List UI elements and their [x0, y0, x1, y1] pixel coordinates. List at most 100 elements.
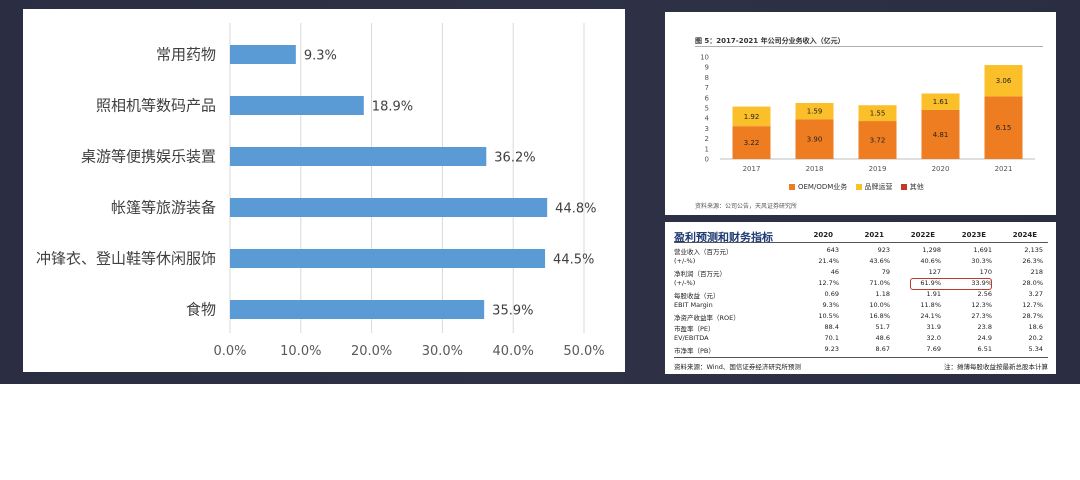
table-cell: 30.3%: [971, 257, 992, 265]
bar: [230, 147, 487, 166]
bar-segment: [795, 119, 834, 159]
figure-title: 图 5：2017-2021 年公司分业务收入（亿元）: [695, 37, 845, 45]
y-tick-label: 5: [705, 105, 709, 113]
legend-swatch-other: [900, 184, 907, 190]
bar-segment: [921, 93, 960, 110]
table-cell: 11.8%: [920, 301, 941, 309]
category-label: 帐篷等旅游装备: [111, 199, 216, 217]
legend-label-brand: 品牌运营: [864, 183, 893, 191]
table-cell: 18.6: [1028, 323, 1043, 331]
table-row: (+/-%) 21.4% 43.6% 40.6% 30.3% 26.3%: [665, 257, 1056, 266]
bar-segment: [732, 126, 771, 159]
bar-segment: [858, 121, 897, 159]
table-cell: 32.0: [926, 334, 941, 342]
row-label: (+/-%): [674, 257, 696, 265]
table-cell: 170: [979, 268, 992, 276]
table-cell: 0.69: [824, 290, 839, 298]
legend-swatch-brand: [855, 184, 862, 190]
table-cell: 48.6: [875, 334, 890, 342]
y-tick-label: 0: [705, 156, 709, 164]
chart-legend: OEM/ODM业务 品牌运营 其他: [783, 182, 924, 192]
y-tick-label: 4: [705, 115, 710, 123]
table-cell: 9.23: [824, 345, 839, 353]
table-cell: 24.9: [977, 334, 992, 342]
value-label: 44.5%: [553, 253, 594, 268]
value-label: 35.9%: [492, 304, 533, 319]
table-row: 市净率（PB） 9.23 8.67 7.69 6.51 5.34: [665, 345, 1056, 355]
table-cell: 3.27: [1028, 290, 1043, 298]
y-tick-label: 9: [705, 64, 709, 72]
category-label: 冲锋衣、登山鞋等休闲服饰: [36, 250, 216, 268]
bar-segment: [732, 106, 771, 127]
table-cell: 8.67: [875, 345, 890, 353]
x-tick-label: 0.0%: [213, 344, 246, 359]
table-cell: 88.4: [824, 323, 839, 331]
y-tick-label: 10: [700, 54, 709, 62]
table-cell: 40.6%: [920, 257, 941, 265]
legend-label-other: 其他: [909, 183, 924, 191]
segment-value-label: 4.81: [933, 131, 949, 139]
bar-segment: [984, 96, 1023, 159]
table-top-rule: [674, 242, 1048, 243]
table-cell: 12.7%: [1022, 301, 1043, 309]
table-cell: 61.9%: [920, 279, 941, 287]
table-cell: 2,135: [1024, 246, 1043, 254]
table-cell: 1,298: [922, 246, 941, 254]
table-cell: 12.3%: [971, 301, 992, 309]
column-header: 2023E: [961, 231, 986, 239]
column-header: 2020: [813, 231, 833, 239]
row-label: EBIT Margin: [674, 301, 713, 309]
stacked-revenue-chart-panel: 图 5：2017-2021 年公司分业务收入（亿元） 0 1 2 3 4 5 6 7 8 9 10 3…: [665, 12, 1056, 215]
category-label: 照相机等数码产品: [96, 97, 216, 115]
table-cell: 28.0%: [1022, 279, 1043, 287]
x-tick-label: 30.0%: [422, 344, 463, 359]
table-cell: 5.34: [1028, 345, 1043, 353]
table-row: 市盈率（PE） 88.4 51.7 31.9 23.8 18.6: [665, 323, 1056, 333]
x-tick-label: 40.0%: [493, 344, 534, 359]
x-tick-label: 2021: [995, 165, 1013, 173]
table-cell: 33.9%: [971, 279, 992, 287]
y-tick-label: 7: [705, 84, 709, 92]
segment-value-label: 1.61: [933, 98, 949, 106]
table-cell: 20.2: [1028, 334, 1043, 342]
category-label: 常用药物: [156, 46, 216, 64]
table-cell: 16.8%: [869, 312, 890, 320]
value-label: 9.3%: [304, 49, 337, 64]
segment-value-label: 6.15: [996, 124, 1012, 132]
value-label: 36.2%: [494, 151, 535, 166]
table-cell: 46: [830, 268, 839, 276]
category-label: 桌游等便携娱乐装置: [81, 148, 216, 166]
segment-value-label: 3.06: [996, 77, 1012, 85]
row-label: 每股收益（元）: [674, 292, 720, 300]
legend-swatch-oem: [789, 184, 795, 190]
segment-value-label: 1.55: [870, 110, 886, 118]
segment-value-label: 1.59: [807, 108, 823, 116]
left-chart-panel: 0.0% 10.0% 20.0% 30.0% 40.0% 50.0% 常用药物 9.3% 照相机…: [23, 9, 625, 372]
bar-segment: [984, 65, 1023, 97]
y-tick-label: 8: [705, 74, 709, 82]
table-cell: 71.0%: [869, 279, 890, 287]
row-label: 市盈率（PE）: [674, 325, 715, 333]
column-header: 2024E: [1012, 231, 1037, 239]
segment-value-label: 1.92: [744, 113, 760, 121]
table-cell: 70.1: [824, 334, 839, 342]
table-footnote: 注：摊薄每股收益按最新总股本计算: [944, 363, 1048, 371]
x-tick-label: 2019: [869, 165, 887, 173]
x-tick-label: 50.0%: [563, 344, 604, 359]
table-cell: 79: [881, 268, 890, 276]
bar: [230, 249, 546, 268]
highlight-box: [910, 278, 992, 290]
table-row: (+/-%) 12.7% 71.0% 61.9% 33.9% 28.0%: [665, 279, 1056, 288]
table-cell: 1,691: [973, 246, 992, 254]
table-cell: 9.3%: [822, 301, 839, 309]
table-cell: 6.51: [977, 345, 992, 353]
table-cell: 26.3%: [1022, 257, 1043, 265]
table-cell: 127: [928, 268, 941, 276]
table-row: EV/EBITDA 70.1 48.6 32.0 24.9 20.2: [665, 334, 1056, 343]
table-cell: 51.7: [875, 323, 890, 331]
value-label: 18.9%: [372, 100, 413, 115]
table-source-note: 资料来源：Wind、国信证券经济研究所预测: [674, 363, 801, 371]
table-bottom-rule: [674, 357, 1048, 358]
table-cell: 28.7%: [1022, 312, 1043, 320]
table-cell: 31.9: [926, 323, 941, 331]
